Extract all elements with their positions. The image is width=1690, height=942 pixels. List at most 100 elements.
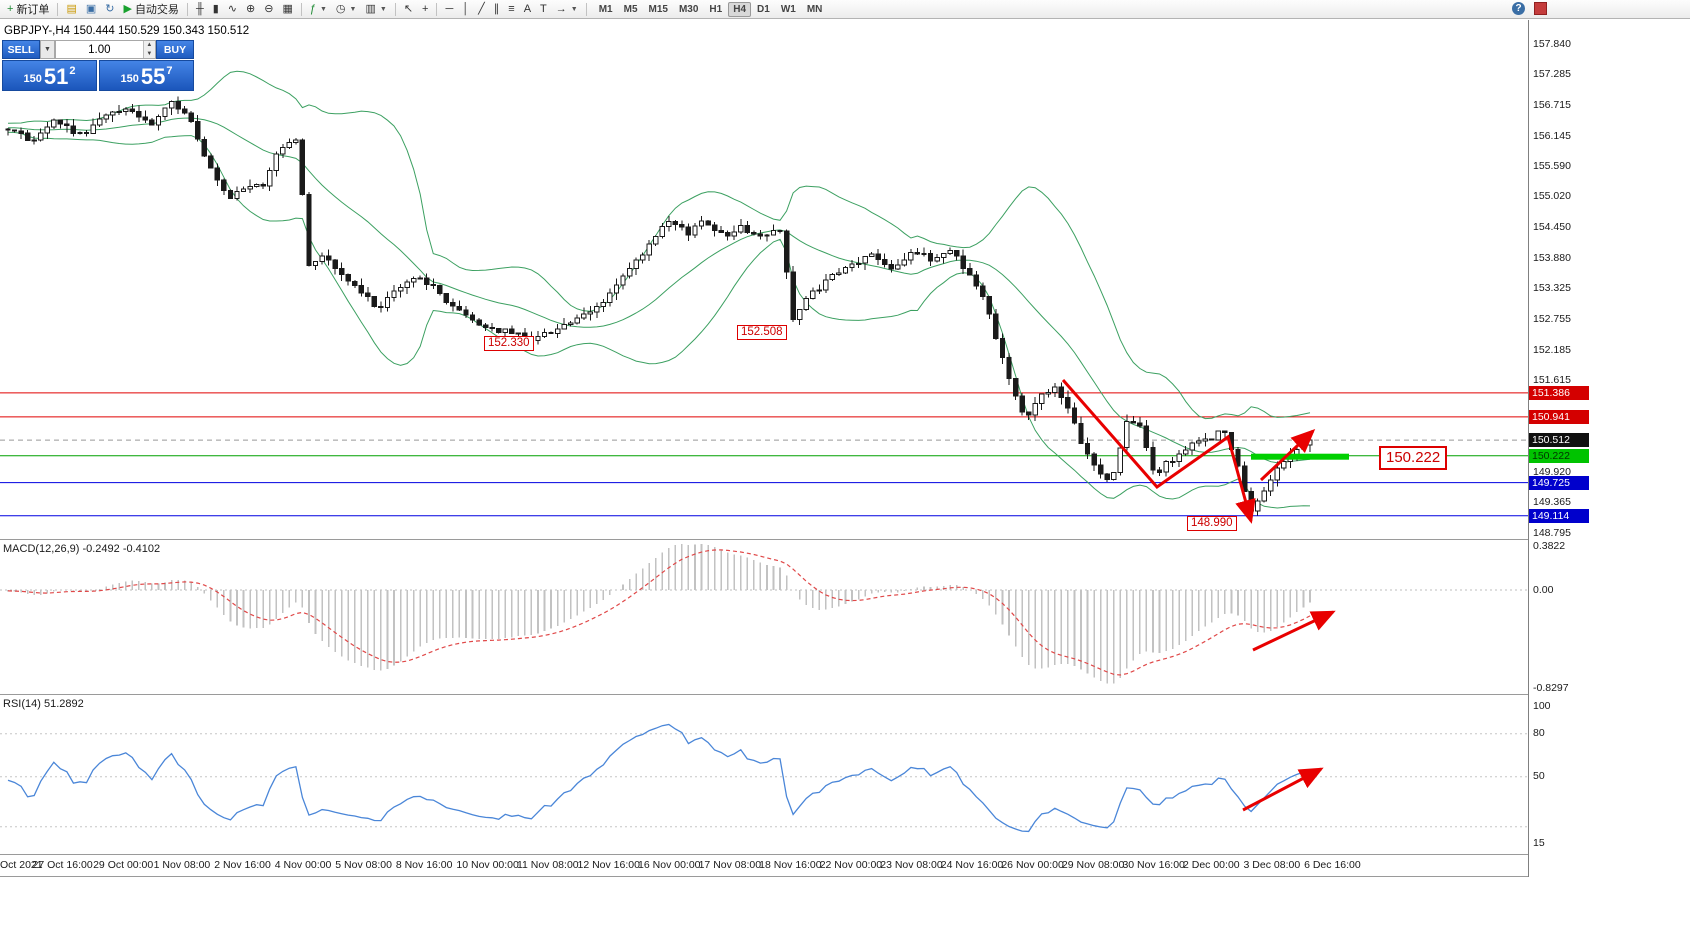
refresh-button[interactable]: ↻ — [101, 1, 118, 18]
templates-button[interactable]: ▥ ▼ — [361, 1, 390, 18]
trend-arrow[interactable] — [1259, 428, 1316, 482]
rsi-panel-canvas[interactable] — [0, 695, 1528, 855]
fibonacci-button[interactable]: ≡ — [504, 1, 518, 18]
buy-button[interactable]: BUY — [156, 40, 194, 59]
equidistant-channel-button[interactable]: ∥ — [490, 1, 504, 18]
bollinger-middle — [7, 117, 1311, 464]
price-axis-tick: 155.020 — [1533, 190, 1571, 203]
cursor-icon: ↖ — [403, 2, 414, 15]
indicators-button[interactable]: ƒ ▼ — [306, 1, 331, 18]
new-order-button[interactable]: + 新订单 — [3, 1, 53, 18]
price-axis-tick: 151.615 — [1533, 374, 1571, 387]
macd-axis-tick: -0.8297 — [1533, 682, 1569, 694]
time-axis-label: 8 Nov 16:00 — [395, 859, 453, 871]
line-chart-button[interactable]: ∿ — [224, 1, 241, 18]
zoom-in-icon: ⊕ — [246, 2, 256, 15]
trendline-icon: ╱ — [478, 2, 485, 15]
fibonacci-icon: ≡ — [508, 2, 515, 15]
panel-separator[interactable] — [0, 539, 1528, 540]
volume-stepper[interactable]: ▲ ▼ — [142, 41, 155, 58]
text-label-icon: T — [540, 2, 547, 15]
profiles-button[interactable]: ▣ — [82, 1, 100, 18]
price-axis-tick: 152.185 — [1533, 343, 1571, 356]
cursor-button[interactable]: ↖ — [400, 1, 417, 18]
chevron-down-icon[interactable]: ▼ — [319, 5, 327, 13]
price-annotation-label[interactable]: 152.508 — [737, 325, 787, 340]
buy-price-display[interactable]: 150 55 7 — [99, 60, 194, 91]
rsi-axis-tick: 50 — [1533, 770, 1545, 782]
equidistant-channel-icon: ∥ — [493, 2, 500, 15]
trendline-button[interactable]: ╱ — [474, 1, 489, 18]
chevron-down-icon[interactable]: ▼ — [570, 5, 578, 13]
timeframe-m15[interactable]: M15 — [648, 3, 668, 15]
toolbar-separator — [300, 2, 302, 16]
tile-windows-button[interactable]: ▦ — [278, 1, 296, 18]
time-axis-label: 27 Oct 16:00 — [32, 859, 93, 871]
chevron-down-icon[interactable]: ▼ — [349, 5, 357, 13]
macd-panel-canvas[interactable] — [0, 540, 1528, 695]
horizontal-line-button[interactable]: ─ — [441, 1, 457, 18]
time-axis-label: 30 Nov 16:00 — [1122, 859, 1185, 871]
bar-chart-button[interactable]: ╫ — [192, 1, 208, 18]
periods-icon: ◷ — [335, 2, 346, 15]
zoom-out-icon: ⊖ — [264, 2, 274, 15]
price-chart-canvas[interactable] — [0, 20, 1528, 540]
time-axis-label: 26 Nov 00:00 — [1001, 859, 1064, 871]
stepper-down-icon[interactable]: ▼ — [143, 49, 155, 58]
big-price-annotation-label[interactable]: 150.222 — [1379, 446, 1448, 470]
candlesticks — [5, 96, 1313, 518]
macd-signal-line — [7, 549, 1311, 676]
timeframe-m30[interactable]: M30 — [678, 3, 699, 15]
time-axis[interactable]: Oct 2021 27 Oct 16:00 29 Oct 00:00 1 Nov 08… — [0, 856, 1528, 876]
candlestick-chart-button[interactable]: ▮ — [209, 1, 223, 18]
horizontal-line-icon: ─ — [445, 2, 454, 15]
timeframe-d1[interactable]: D1 — [757, 3, 770, 15]
price-tag-151.386: 151.386 — [1529, 385, 1589, 400]
price-annotation-label[interactable]: 148.990 — [1187, 516, 1237, 531]
buy-price-point: 7 — [166, 65, 173, 77]
toolbar-right: ? — [1512, 2, 1547, 15]
price-axis-tick: 154.450 — [1533, 221, 1571, 234]
volume-input[interactable] — [56, 41, 143, 58]
price-annotation-label[interactable]: 152.330 — [484, 336, 534, 351]
timeframe-m1[interactable]: M1 — [598, 3, 613, 15]
price-axis-tick: 156.715 — [1533, 98, 1571, 111]
stepper-up-icon[interactable]: ▲ — [143, 41, 155, 50]
text-button[interactable]: A — [520, 1, 535, 18]
sell-price-point: 2 — [69, 65, 76, 77]
chevron-down-icon[interactable]: ▼ — [379, 5, 387, 13]
green-support-segment[interactable] — [1251, 453, 1349, 460]
trend-arrow[interactable] — [1252, 610, 1336, 652]
panel-separator[interactable] — [0, 694, 1528, 695]
panel-separator — [0, 854, 1528, 855]
timeframe-h1[interactable]: H1 — [709, 3, 723, 15]
time-axis-label: 1 Nov 08:00 — [153, 859, 211, 871]
toolbar-separator — [186, 2, 188, 16]
arrows-tool-button[interactable]: → ▼ — [552, 1, 582, 18]
sell-button[interactable]: SELL — [2, 40, 40, 59]
periods-button[interactable]: ◷ ▼ — [332, 1, 361, 18]
timeframe-w1[interactable]: W1 — [780, 3, 796, 15]
trend-arrow[interactable] — [1242, 767, 1324, 812]
price-tag-149.114: 149.114 — [1529, 508, 1589, 523]
zoom-in-button[interactable]: ⊕ — [242, 1, 259, 18]
crosshair-button[interactable]: + — [418, 1, 432, 18]
trend-arrow[interactable] — [1061, 379, 1256, 524]
time-axis-label: 29 Oct 00:00 — [93, 859, 154, 871]
new-chart-button[interactable]: ▤ — [62, 1, 80, 18]
strategy-tester-icon[interactable] — [1534, 2, 1547, 15]
zoom-out-button[interactable]: ⊖ — [260, 1, 277, 18]
timeframe-h4[interactable]: H4 — [728, 1, 752, 17]
price-axis-tick: 152.755 — [1533, 312, 1571, 325]
help-icon[interactable]: ? — [1512, 2, 1525, 15]
timeframe-mn[interactable]: MN — [806, 3, 823, 15]
text-label-button[interactable]: T — [536, 1, 551, 18]
vertical-line-button[interactable]: │ — [458, 1, 473, 18]
timeframe-m5[interactable]: M5 — [623, 3, 638, 15]
autotrade-button[interactable]: ▶ 自动交易 — [119, 1, 182, 18]
sell-price-display[interactable]: 150 51 2 — [2, 60, 97, 91]
buy-price-figure: 150 — [120, 73, 139, 85]
autotrade-label: 自动交易 — [134, 4, 179, 16]
order-type-dropdown[interactable]: ▼ — [40, 40, 55, 59]
